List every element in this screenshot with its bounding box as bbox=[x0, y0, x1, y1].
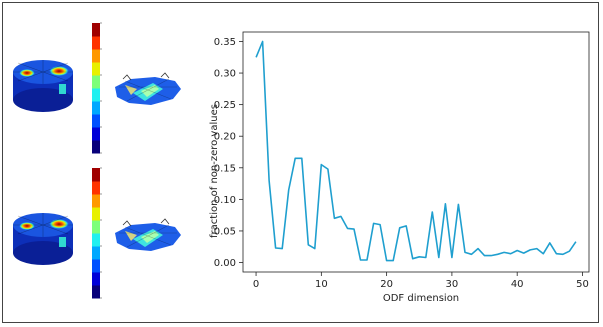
x-tick-label: 50 bbox=[576, 279, 589, 290]
colorbar-segment bbox=[92, 101, 100, 115]
odf-glyph-flat-top bbox=[115, 72, 181, 105]
colorbar-segment bbox=[92, 233, 100, 247]
x-axis-label: ODF dimension bbox=[383, 293, 459, 304]
y-tick-label: 0.15 bbox=[214, 163, 236, 174]
odf-glyph-cylinder-top bbox=[13, 60, 73, 112]
colorbar-segment bbox=[92, 168, 100, 182]
colorbar-segment bbox=[92, 49, 100, 63]
colorbar-segment bbox=[92, 88, 100, 102]
figure-frame: 0.00 0.05 0.10 0.15 0.20 0.25 0.30 0.35 0 10 20 30 4… bbox=[2, 2, 599, 323]
y-tick-label: 0.25 bbox=[214, 100, 236, 111]
odf-visualization-panel bbox=[13, 22, 181, 299]
y-tick-label: 0.00 bbox=[214, 258, 236, 269]
colorbar-segment bbox=[92, 207, 100, 221]
line-chart: 0.00 0.05 0.10 0.15 0.20 0.25 0.30 0.35 0 10 20 30 4… bbox=[209, 31, 590, 304]
colorbar-bottom bbox=[92, 167, 102, 299]
colorbar-segment bbox=[92, 75, 100, 89]
y-tick-label: 0.10 bbox=[214, 195, 236, 206]
odf-glyph-cylinder-bottom bbox=[13, 213, 73, 265]
colorbar-segment bbox=[92, 285, 100, 299]
series-line bbox=[255, 40, 577, 262]
x-tick-label: 20 bbox=[380, 279, 393, 290]
colorbar-segment bbox=[92, 246, 100, 260]
x-tick-label: 10 bbox=[315, 279, 328, 290]
colorbar-segment bbox=[92, 181, 100, 195]
y-tick-label: 0.30 bbox=[214, 69, 236, 80]
plot-area-frame bbox=[242, 31, 590, 273]
colorbar-segment bbox=[92, 194, 100, 208]
colorbar-segment bbox=[92, 62, 100, 76]
y-tick-label: 0.20 bbox=[214, 132, 236, 143]
colorbar-top bbox=[92, 22, 102, 154]
colorbar-segment bbox=[92, 36, 100, 50]
colorbar-segment bbox=[92, 220, 100, 234]
colorbar-segment bbox=[92, 259, 100, 273]
colorbar-segment bbox=[92, 127, 100, 141]
colorbar-segment bbox=[92, 140, 100, 154]
y-tick-label: 0.05 bbox=[214, 226, 236, 237]
odf-glyph-flat-bottom bbox=[115, 218, 181, 251]
y-axis-label: fraction of non-zero values bbox=[209, 104, 220, 238]
y-tick-label: 0.35 bbox=[214, 37, 236, 48]
colorbar-segment bbox=[92, 114, 100, 128]
x-tick-label: 30 bbox=[446, 279, 459, 290]
x-tick-label: 40 bbox=[511, 279, 524, 290]
colorbar-segment bbox=[92, 23, 100, 37]
colorbar-segment bbox=[92, 272, 100, 286]
x-tick-label: 0 bbox=[253, 279, 259, 290]
